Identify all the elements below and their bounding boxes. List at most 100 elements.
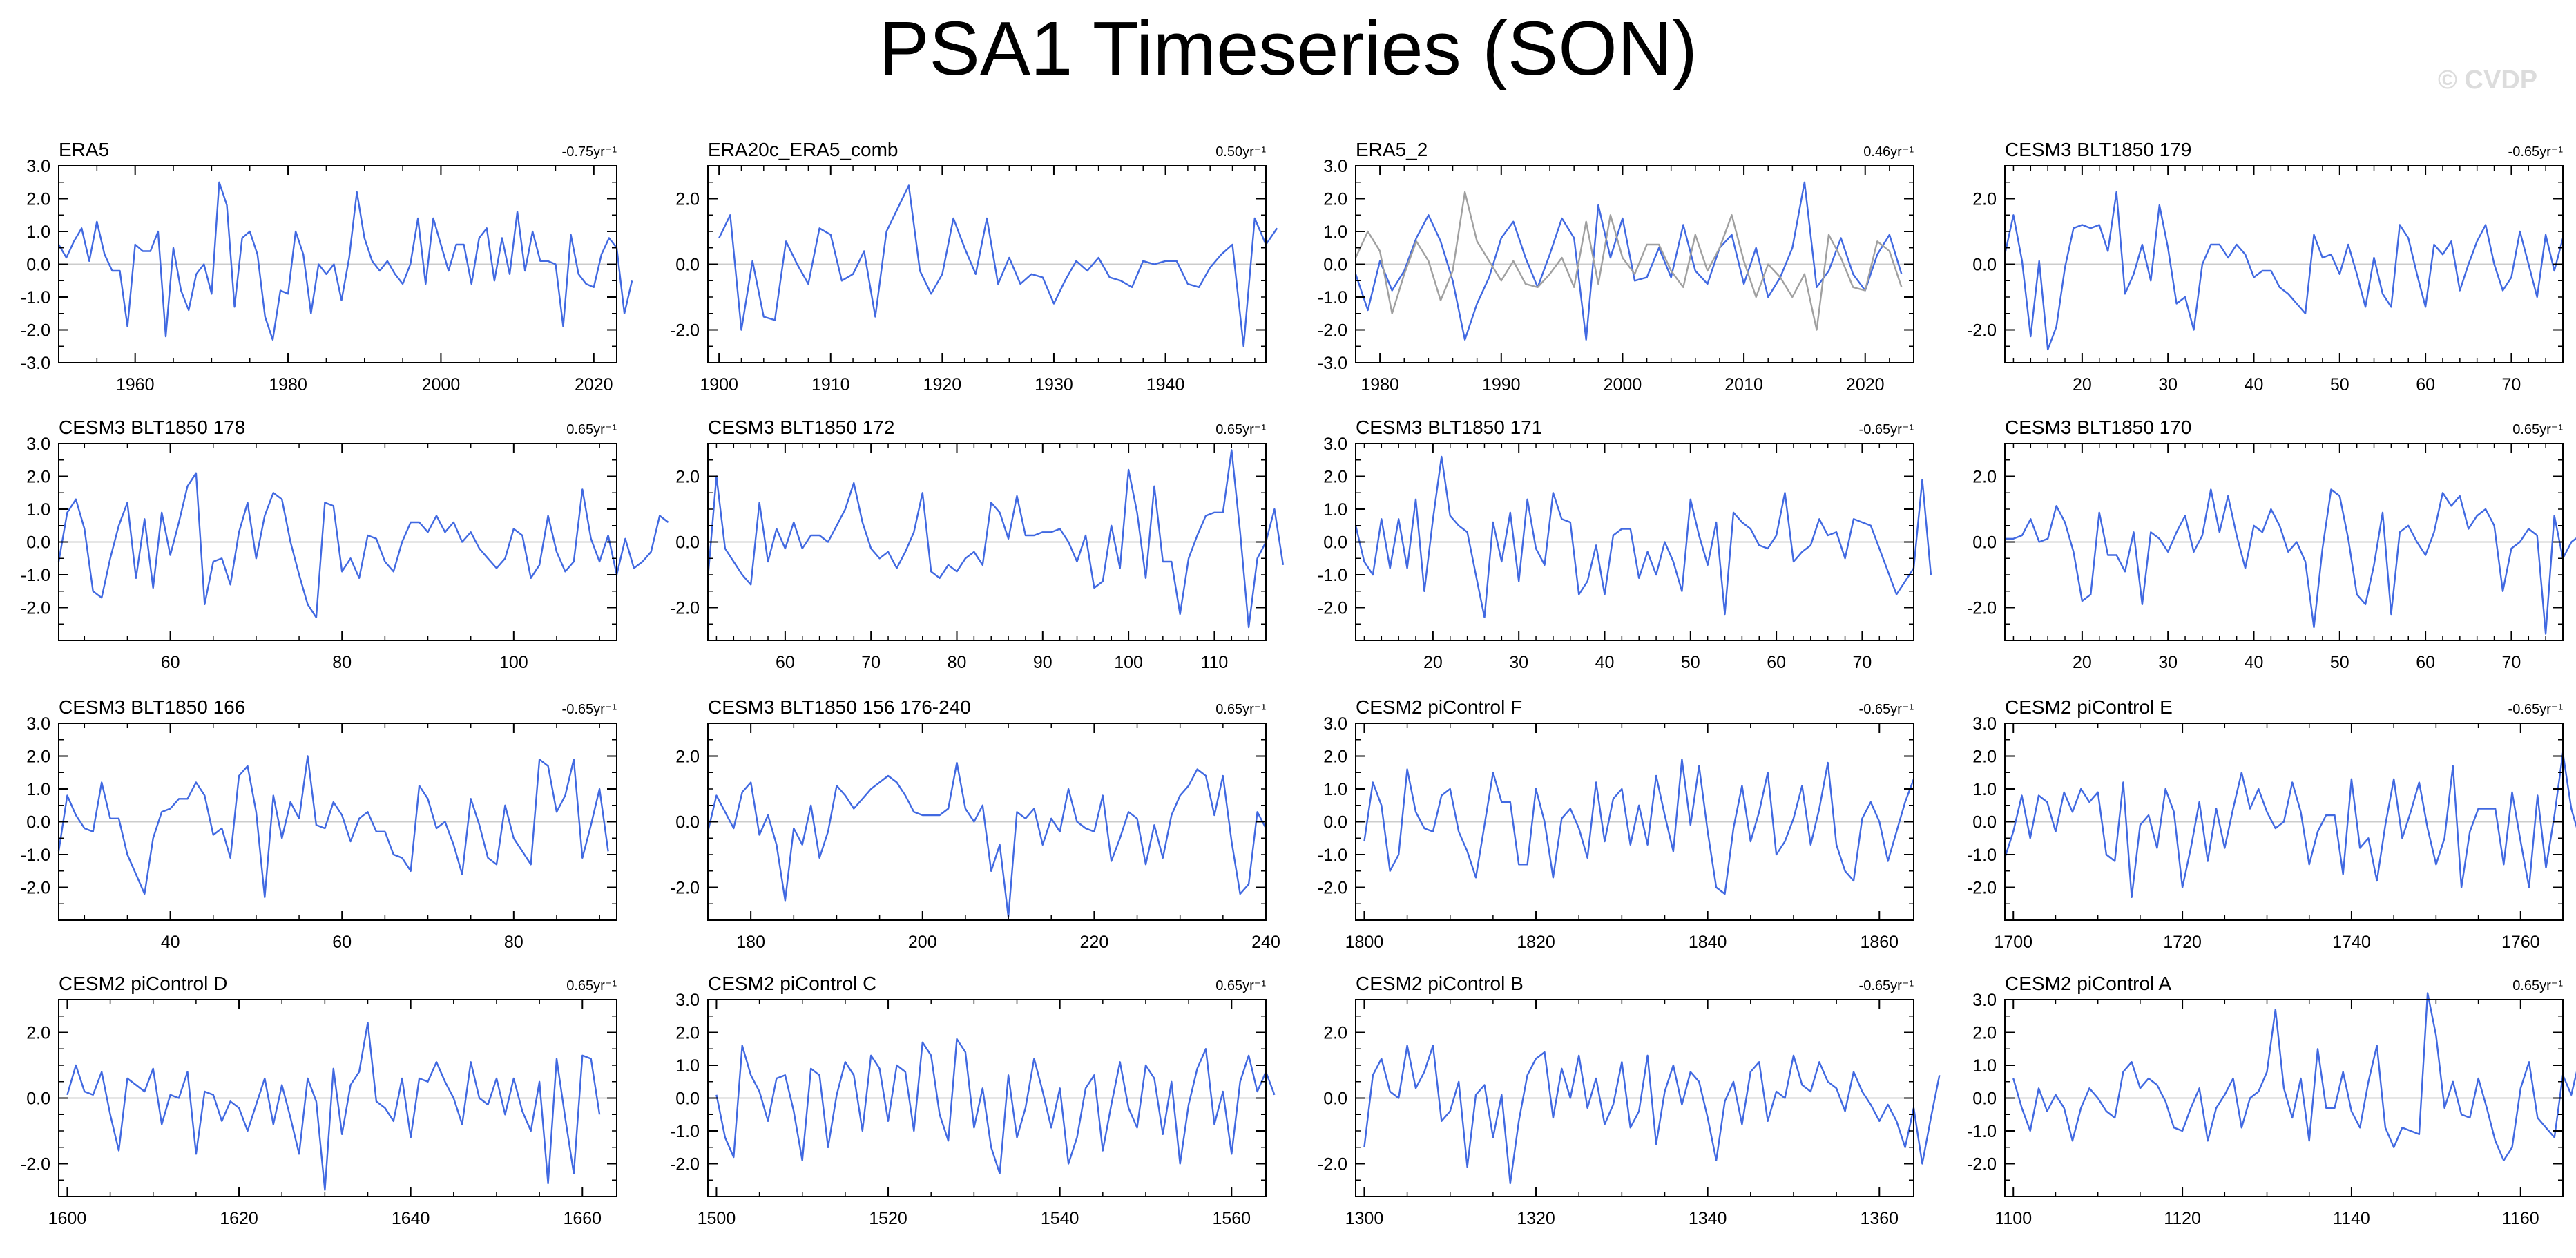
x-tick-label: 1980 [1361, 375, 1399, 394]
panel-title: CESM2 piControl D [59, 973, 227, 994]
x-tick-label: 1910 [811, 375, 850, 394]
x-tick-label: 60 [2416, 653, 2435, 672]
y-tick-label: 0.0 [26, 533, 50, 553]
panel-title: CESM2 piControl F [1356, 696, 1522, 718]
x-tick-label: 1520 [869, 1209, 907, 1228]
x-tick-label: 60 [161, 653, 180, 672]
x-tick-label: 90 [1033, 653, 1052, 672]
y-tick-label: 0.0 [675, 256, 700, 275]
x-tick-label: 20 [1423, 653, 1443, 672]
panel: CESM3 BLT1850 172 0.65yr⁻¹ -2.0 0.0 2.0 60 70 8… [670, 417, 1285, 672]
panel-title: ERA5_2 [1356, 139, 1428, 160]
x-tick-label: 2020 [575, 375, 613, 394]
x-tick-label: 1560 [1212, 1209, 1251, 1228]
y-tick-label: -2.0 [1318, 599, 1347, 618]
x-tick-label: 60 [332, 933, 352, 952]
panel-title: ERA20c_ERA5_comb [708, 139, 898, 160]
panel-title: CESM3 BLT1850 170 [2005, 417, 2191, 438]
y-tick-label: 2.0 [26, 747, 50, 767]
x-tick-label: 80 [948, 653, 967, 672]
panel: CESM2 piControl C 0.65yr⁻¹ -2.0 -1.0 0.0 1.0 2… [670, 973, 1276, 1228]
x-tick-label: 200 [908, 933, 937, 952]
x-tick-label: 1920 [923, 375, 962, 394]
y-tick-label: 0.0 [26, 813, 50, 832]
x-tick-label: 70 [1853, 653, 1872, 672]
trend-label: -0.65yr⁻¹ [1859, 702, 1914, 717]
x-tick-label: 60 [1767, 653, 1786, 672]
x-tick-label: 1660 [563, 1209, 602, 1228]
x-tick-label: 1120 [2164, 1209, 2201, 1228]
x-tick-label: 1540 [1041, 1209, 1079, 1228]
panel: CESM3 BLT1850 170 0.65yr⁻¹ -2.0 0.0 2.0 20 30 4… [1967, 417, 2576, 672]
panel: ERA5_2 0.46yr⁻¹ -3.0 -2.0 -1.0 0.0 1.0 2.0 3.0 19… [1318, 139, 1914, 394]
y-tick-label: -2.0 [670, 1155, 700, 1174]
panel-title: CESM3 BLT1850 179 [2005, 139, 2191, 160]
x-tick-label: 1620 [220, 1209, 258, 1228]
series-line [66, 1022, 601, 1191]
trend-label: -0.65yr⁻¹ [2508, 702, 2564, 717]
x-tick-label: 1700 [1994, 933, 2032, 952]
x-tick-label: 60 [776, 653, 795, 672]
x-tick-label: 100 [1114, 653, 1143, 672]
y-tick-label: 1.0 [1323, 780, 1347, 799]
x-tick-label: 1940 [1146, 375, 1185, 394]
x-tick-label: 40 [2245, 653, 2264, 672]
y-tick-label: -2.0 [1318, 1155, 1347, 1174]
x-tick-label: 1820 [1517, 933, 1555, 952]
y-tick-label: -2.0 [21, 321, 50, 341]
series-line [2012, 992, 2576, 1162]
y-tick-label: 3.0 [1323, 435, 1347, 454]
y-tick-label: 3.0 [675, 991, 700, 1010]
x-tick-label: 20 [2073, 653, 2092, 672]
x-tick-label: 220 [1080, 933, 1109, 952]
x-tick-label: 1960 [116, 375, 155, 394]
trend-label: 0.65yr⁻¹ [2512, 422, 2563, 437]
x-tick-label: 40 [161, 933, 180, 952]
x-tick-label: 70 [2502, 653, 2521, 672]
y-tick-label: 2.0 [1323, 468, 1347, 487]
y-tick-label: -3.0 [1318, 354, 1347, 373]
x-tick-label: 30 [2158, 375, 2178, 394]
x-tick-label: 2000 [1604, 375, 1642, 394]
y-tick-label: 1.0 [1323, 222, 1347, 242]
panel-title: CESM2 piControl C [708, 973, 876, 994]
x-tick-label: 1640 [392, 1209, 430, 1228]
trend-label: -0.65yr⁻¹ [562, 702, 617, 717]
y-tick-label: 0.0 [1323, 256, 1347, 275]
trend-label: -0.75yr⁻¹ [562, 144, 617, 160]
series-line [718, 184, 1278, 347]
page-title: PSA1 Timeseries (SON) [878, 6, 1698, 91]
y-tick-label: -1.0 [670, 1122, 700, 1141]
y-tick-label: 2.0 [1972, 1024, 1997, 1043]
y-tick-label: -1.0 [1318, 288, 1347, 307]
y-tick-label: 2.0 [1972, 468, 1997, 487]
panel-title: CESM3 BLT1850 178 [59, 417, 245, 438]
y-tick-label: -2.0 [21, 1155, 50, 1174]
trend-label: -0.65yr⁻¹ [1859, 422, 1914, 437]
y-tick-label: 3.0 [1323, 157, 1347, 176]
y-tick-label: 1.0 [1972, 780, 1997, 799]
y-tick-label: -2.0 [1967, 879, 1997, 898]
panel: CESM3 BLT1850 171 -0.65yr⁻¹ -2.0 -1.0 0.0 1.0… [1318, 417, 1932, 672]
y-tick-label: 2.0 [26, 468, 50, 487]
y-tick-label: -1.0 [1318, 846, 1347, 865]
y-tick-label: 3.0 [26, 435, 50, 454]
y-tick-label: 0.0 [26, 256, 50, 275]
trend-label: 0.65yr⁻¹ [566, 978, 617, 993]
trend-label: 0.65yr⁻¹ [566, 422, 617, 437]
panel: CESM2 piControl F -0.65yr⁻¹ -2.0 -1.0 0.0 1.0… [1318, 696, 1915, 952]
x-tick-label: 2020 [1846, 375, 1885, 394]
x-tick-label: 70 [861, 653, 881, 672]
x-tick-label: 40 [1595, 653, 1615, 672]
y-tick-label: 2.0 [675, 190, 700, 209]
x-tick-label: 1840 [1689, 933, 1727, 952]
y-tick-label: 0.0 [1972, 1089, 1997, 1109]
series-line [2005, 488, 2576, 635]
y-tick-label: 2.0 [26, 1024, 50, 1043]
y-tick-label: 2.0 [675, 747, 700, 767]
x-tick-label: 2010 [1724, 375, 1763, 394]
y-tick-label: 3.0 [1323, 714, 1347, 734]
x-tick-label: 180 [736, 933, 765, 952]
x-tick-label: 30 [1509, 653, 1528, 672]
x-tick-label: 30 [2158, 653, 2178, 672]
